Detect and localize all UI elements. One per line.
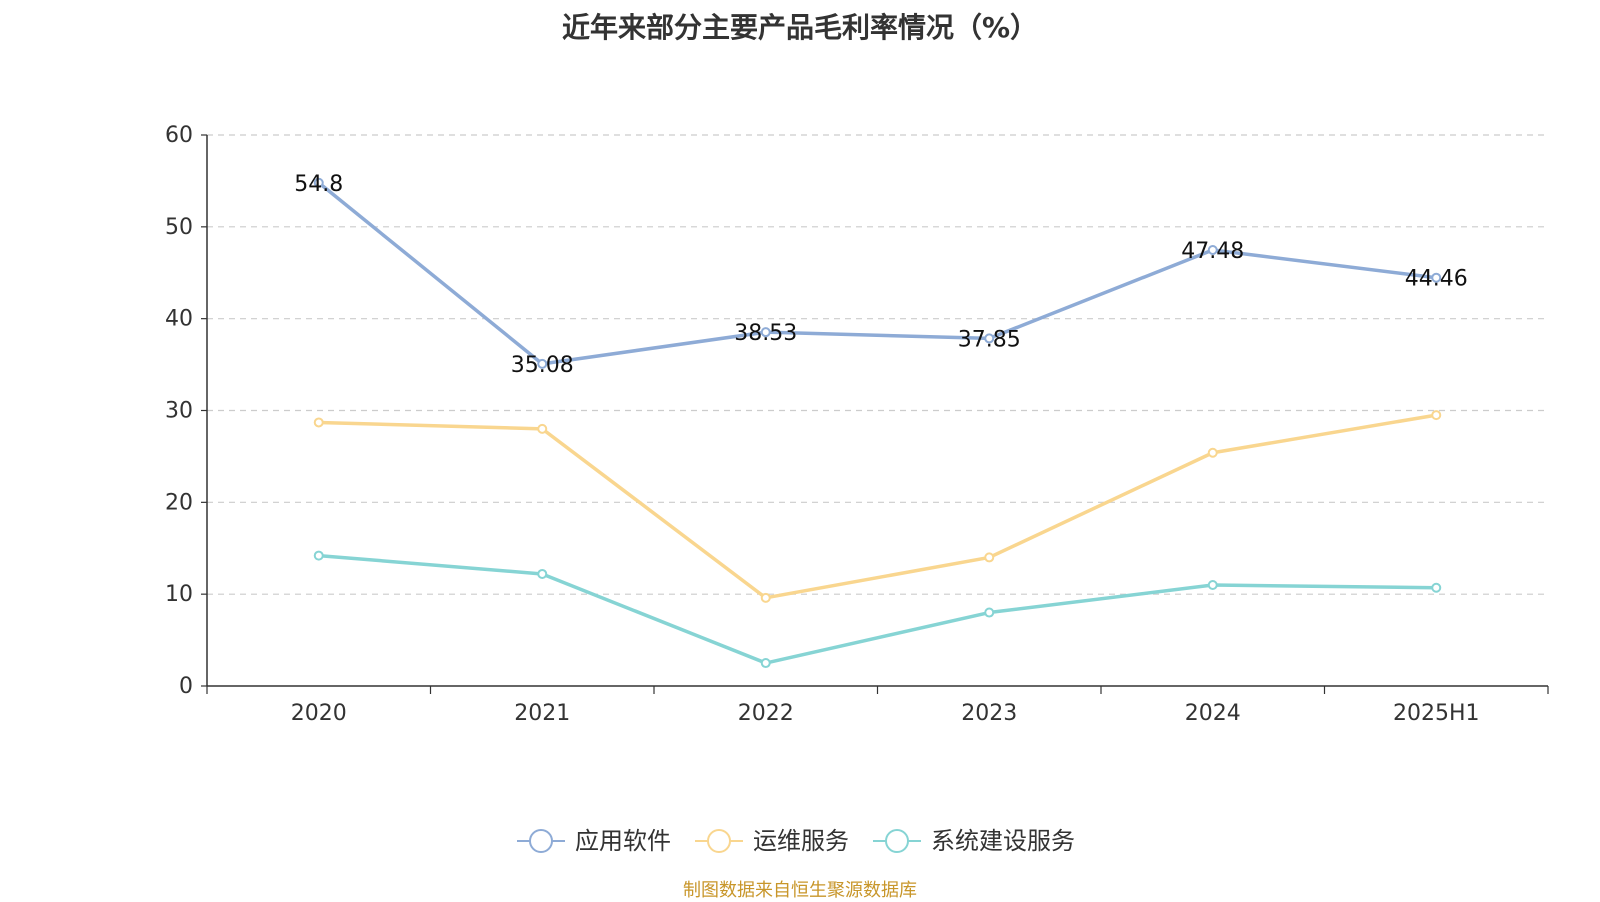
series-line-1 [317,181,1437,366]
data-label: 54.8 [294,172,343,197]
x-tick-label: 2025H1 [1393,701,1480,726]
data-point [984,552,995,563]
legend-item-1[interactable]: 应用软件 [517,827,671,855]
data-point [760,592,771,603]
data-label: 38.53 [734,321,797,346]
data-labels: 54.8 35.08 38.53 37.85 47.48 44.46 [294,172,1467,378]
data-point [1431,582,1442,593]
data-label: 47.48 [1181,239,1244,264]
y-tick-label: 50 [165,215,193,240]
legend-label: 运维服务 [753,827,849,855]
source-note: 制图数据来自恒生聚源数据库 [683,880,917,901]
data-point [537,568,548,579]
y-tick-label: 0 [179,674,193,699]
data-point [537,423,548,434]
data-label: 44.46 [1405,267,1468,292]
data-point [1207,579,1218,590]
x-tick-label: 2023 [961,701,1017,726]
legend-marker [529,829,553,853]
legend-marker [707,829,731,853]
legend-item-3[interactable]: 系统建设服务 [873,827,1075,855]
y-tick-label: 60 [165,123,193,148]
data-point [313,550,324,561]
data-point [1207,447,1218,458]
data-point [313,177,324,188]
data-label: 35.08 [511,353,574,378]
series-line-2 [318,413,1437,600]
series-lines [313,177,1442,669]
data-point [760,327,771,338]
axes: 0 10 20 30 40 50 60 2020 2021 2022 2023 2024 2025H1 [165,123,1549,726]
legend-item-2[interactable]: 运维服务 [695,827,849,855]
x-tick-label: 2020 [291,701,347,726]
legend[interactable]: 应用软件 运维服务 系统建设服务 [517,827,1075,855]
data-point [1431,410,1442,421]
chart-title: 近年来部分主要产品毛利率情况（%） [561,11,1039,44]
x-tick-label: 2024 [1185,701,1241,726]
data-point [984,333,995,344]
y-tick-label: 40 [165,307,193,332]
data-point [984,607,995,618]
x-tick-label: 2022 [738,701,794,726]
series-line-3 [318,553,1437,665]
y-tick-label: 30 [165,399,193,424]
data-point [1207,244,1218,255]
data-point [537,358,548,369]
y-tick-label: 20 [165,490,193,515]
data-point [313,417,324,428]
x-tick-label: 2021 [514,701,570,726]
data-point [1431,272,1442,283]
legend-label: 系统建设服务 [931,827,1075,855]
legend-marker [885,829,909,853]
y-tick-label: 10 [165,582,193,607]
legend-label: 应用软件 [575,827,671,855]
data-label: 37.85 [958,327,1021,352]
data-point [760,658,771,669]
gridlines [207,134,1548,595]
